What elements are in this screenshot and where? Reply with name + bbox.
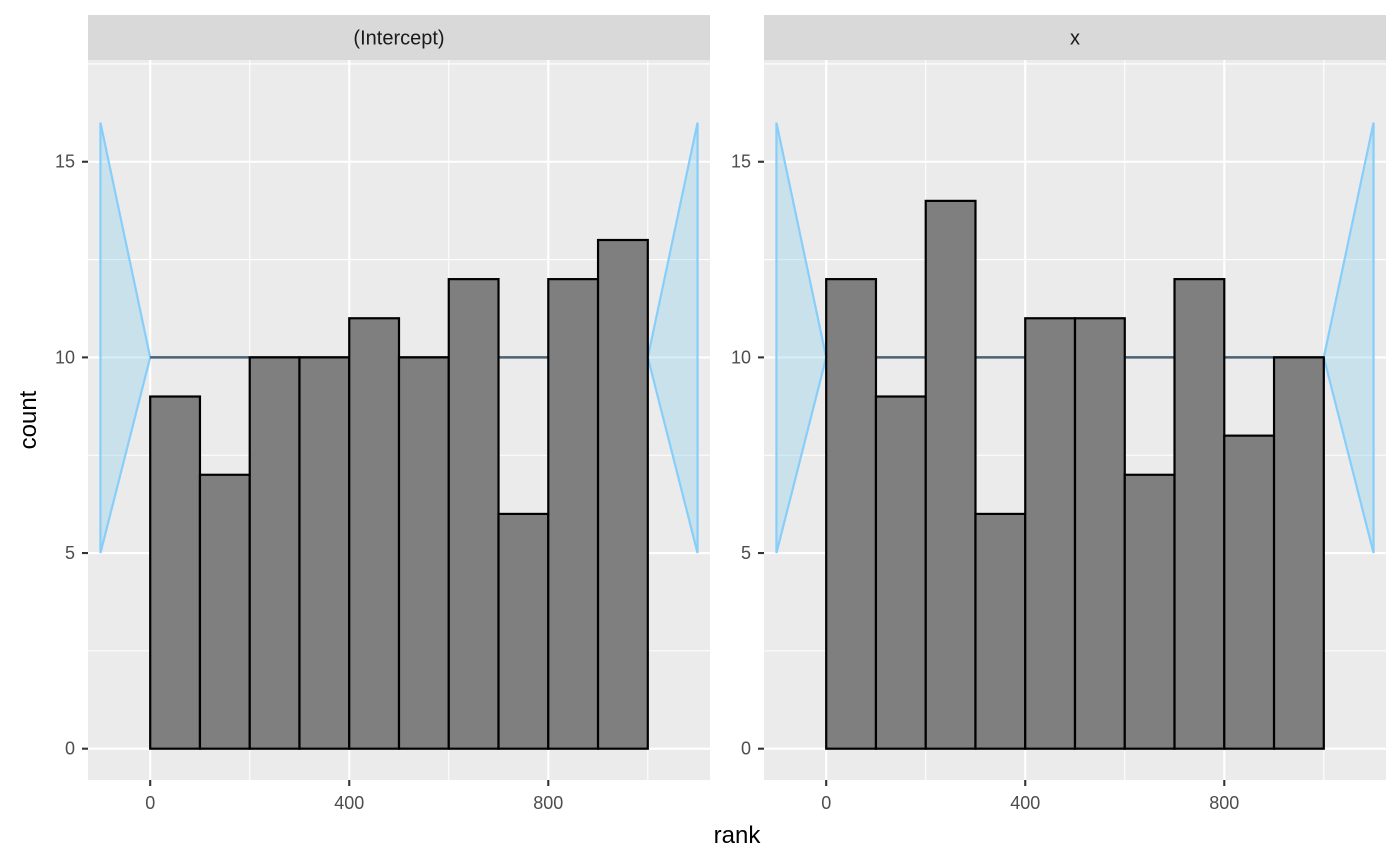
strip-background bbox=[764, 15, 1386, 60]
facet-panel-1: (Intercept) 0 400 800 0 5 10 15 bbox=[55, 15, 710, 813]
x-tick-label: 800 bbox=[533, 793, 563, 813]
histogram-bar bbox=[596, 238, 649, 750]
histogram-bar bbox=[924, 199, 977, 750]
histogram-bar bbox=[447, 278, 500, 750]
histogram-bar bbox=[149, 395, 202, 750]
histogram-bar bbox=[1223, 434, 1276, 750]
y-tick-label: 5 bbox=[741, 543, 751, 563]
x-tick-label: 400 bbox=[334, 793, 364, 813]
histogram-bar bbox=[198, 473, 251, 750]
histogram-bar bbox=[1024, 317, 1077, 750]
strip-label: x bbox=[1070, 28, 1080, 50]
histogram-bar bbox=[825, 278, 878, 750]
histogram-bar bbox=[348, 317, 401, 750]
histogram-bar bbox=[1123, 473, 1176, 750]
histogram-bar bbox=[1173, 278, 1226, 750]
histogram-bar bbox=[248, 356, 301, 750]
histogram-bar bbox=[397, 356, 450, 750]
histogram-bar bbox=[874, 395, 927, 750]
histogram-bar bbox=[1073, 317, 1126, 750]
y-tick-label: 0 bbox=[741, 739, 751, 759]
facet-panel-2: x 0 400 800 0 5 10 15 bbox=[731, 15, 1386, 813]
strip-background bbox=[88, 15, 710, 60]
x-tick-label: 400 bbox=[1010, 793, 1040, 813]
y-tick-label: 15 bbox=[55, 152, 75, 172]
y-tick-label: 5 bbox=[65, 543, 75, 563]
x-axis-title: rank bbox=[714, 822, 762, 849]
x-tick-label: 800 bbox=[1209, 793, 1239, 813]
y-tick-label: 15 bbox=[731, 152, 751, 172]
strip-label: (Intercept) bbox=[353, 28, 444, 50]
histogram-bar bbox=[974, 512, 1027, 750]
histogram-bar bbox=[1272, 356, 1325, 750]
y-tick-label: 0 bbox=[65, 739, 75, 759]
histogram-bar bbox=[547, 278, 600, 750]
y-tick-label: 10 bbox=[55, 347, 75, 367]
y-axis-title: count bbox=[15, 390, 42, 449]
x-tick-label: 0 bbox=[145, 793, 155, 813]
facet-panels: (Intercept) 0 400 800 0 5 10 15 x 0 400 800 0 5 10 15 bbox=[55, 15, 1386, 813]
histogram-bar bbox=[298, 356, 351, 750]
y-tick-label: 10 bbox=[731, 347, 751, 367]
x-tick-label: 0 bbox=[821, 793, 831, 813]
histogram-bar bbox=[497, 512, 550, 750]
